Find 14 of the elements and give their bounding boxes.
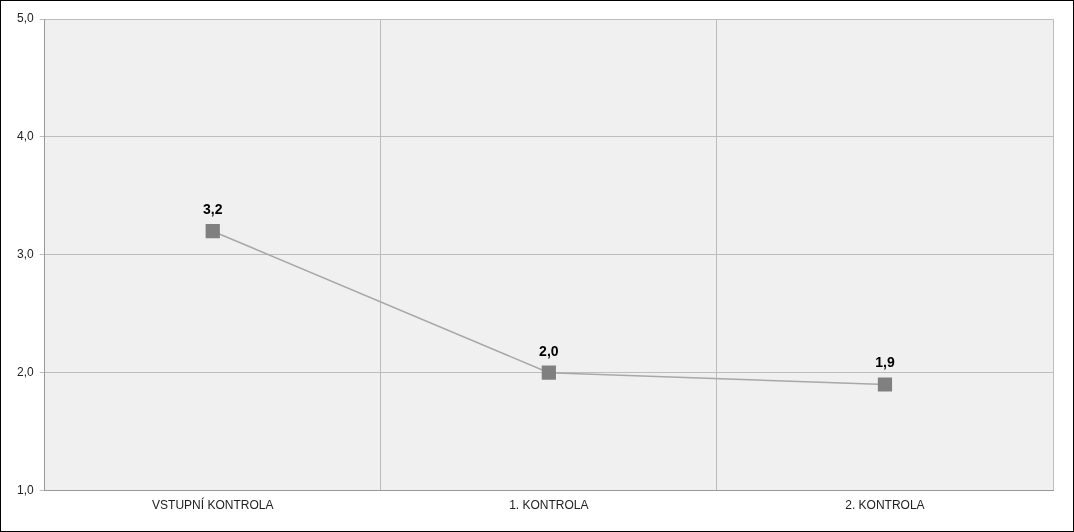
y-tick-label: 5,0 <box>16 11 34 26</box>
x-tick-label: 1. KONTROLA <box>509 498 589 513</box>
y-tick-label: 3,0 <box>16 247 34 262</box>
point <box>541 365 556 380</box>
point <box>205 224 220 239</box>
point <box>877 377 893 392</box>
x-tick-label: VSTUPNÍ KONTROLA <box>152 497 274 513</box>
data-label: 1,9 <box>875 354 895 371</box>
data-label: 2,0 <box>539 342 559 359</box>
x-tick-label: 2. KONTROLA <box>845 498 925 513</box>
data-label: 3,2 <box>203 201 223 218</box>
y-tick-label: 2,0 <box>16 365 34 380</box>
y-tick-label: 1,0 <box>16 482 34 497</box>
y-tick-label: 4,0 <box>16 129 34 144</box>
